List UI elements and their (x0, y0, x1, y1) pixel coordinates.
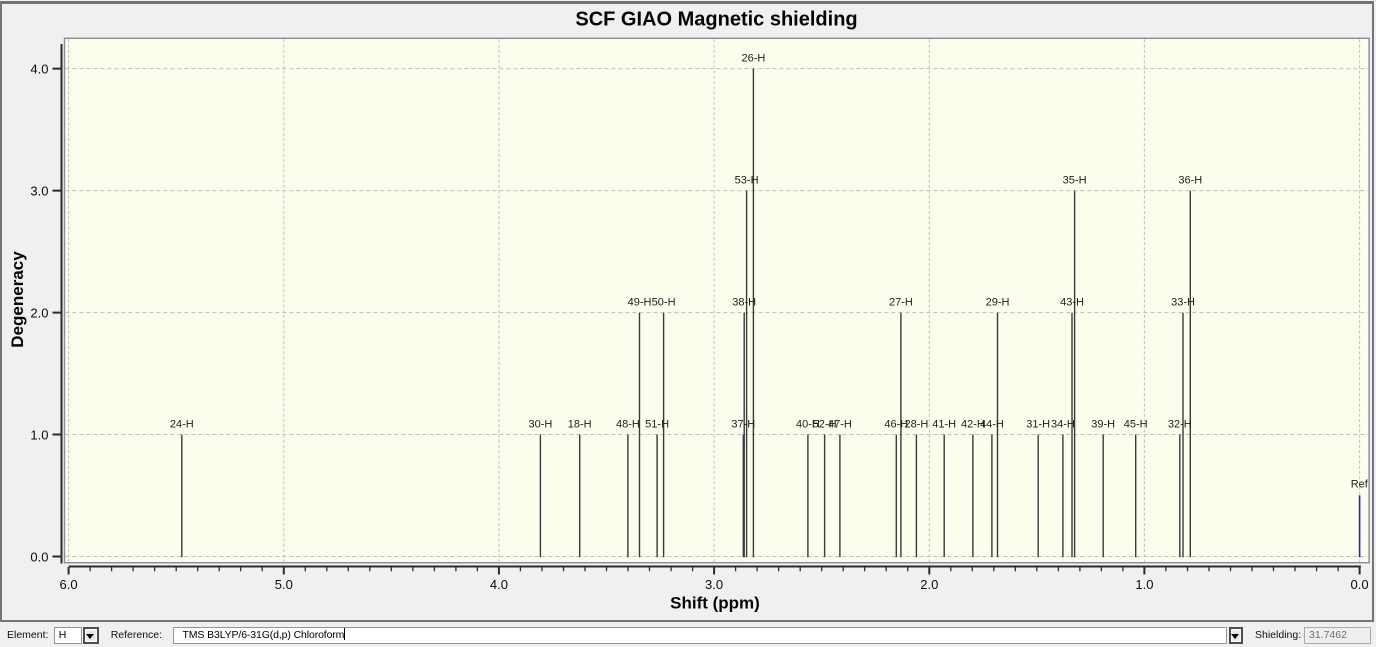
svg-text:51-H: 51-H (645, 418, 669, 430)
svg-text:41-H: 41-H (932, 418, 956, 430)
svg-text:43-H: 43-H (1060, 296, 1084, 308)
svg-text:50-H: 50-H (652, 296, 676, 308)
svg-text:39-H: 39-H (1091, 418, 1115, 430)
svg-text:2.0: 2.0 (30, 306, 48, 321)
svg-text:45-H: 45-H (1124, 418, 1148, 430)
svg-text:52-H: 52-H (813, 418, 837, 430)
svg-text:46-H: 46-H (884, 418, 908, 430)
svg-text:40-H: 40-H (796, 418, 820, 430)
svg-text:1.0: 1.0 (1135, 577, 1153, 592)
svg-text:27-H: 27-H (889, 296, 913, 308)
svg-text:5.0: 5.0 (275, 577, 293, 592)
svg-text:3.0: 3.0 (705, 577, 723, 592)
svg-text:24-H: 24-H (170, 418, 194, 430)
svg-text:35-H: 35-H (1063, 174, 1087, 186)
svg-text:44-H: 44-H (980, 418, 1004, 430)
svg-text:48-H: 48-H (616, 418, 640, 430)
svg-text:SCF GIAO Magnetic shielding: SCF GIAO Magnetic shielding (575, 9, 857, 31)
svg-text:Ref: Ref (1351, 479, 1369, 491)
svg-text:4.0: 4.0 (490, 577, 508, 592)
svg-text:53-H: 53-H (735, 174, 759, 186)
svg-text:0.0: 0.0 (30, 550, 48, 565)
svg-text:34-H: 34-H (1051, 418, 1075, 430)
svg-text:33-H: 33-H (1171, 296, 1195, 308)
svg-text:32-H: 32-H (1168, 418, 1192, 430)
svg-text:47-H: 47-H (828, 418, 852, 430)
svg-text:4.0: 4.0 (30, 62, 48, 77)
svg-text:42-H: 42-H (961, 418, 985, 430)
svg-text:18-H: 18-H (568, 418, 592, 430)
svg-text:1.0: 1.0 (30, 428, 48, 443)
svg-text:3.0: 3.0 (30, 184, 48, 199)
svg-text:28-H: 28-H (904, 418, 928, 430)
svg-text:2.0: 2.0 (920, 577, 938, 592)
svg-text:30-H: 30-H (528, 418, 552, 430)
svg-text:Degeneracy: Degeneracy (8, 251, 27, 348)
svg-text:0.0: 0.0 (1351, 577, 1369, 592)
svg-text:Shift (ppm): Shift (ppm) (670, 594, 760, 613)
svg-text:37-H: 37-H (731, 418, 755, 430)
svg-text:6.0: 6.0 (60, 577, 78, 592)
svg-text:49-H: 49-H (628, 296, 652, 308)
svg-text:38-H: 38-H (732, 296, 756, 308)
svg-text:29-H: 29-H (986, 296, 1010, 308)
svg-text:26-H: 26-H (741, 52, 765, 64)
svg-text:31-H: 31-H (1026, 418, 1050, 430)
svg-text:36-H: 36-H (1178, 174, 1202, 186)
